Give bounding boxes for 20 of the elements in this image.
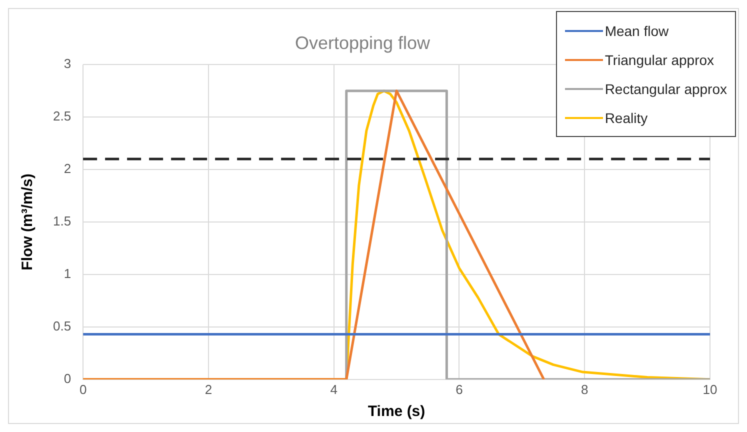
y-tick-label: 0 bbox=[64, 370, 72, 386]
y-tick-label: 2.5 bbox=[52, 108, 72, 124]
x-tick-label: 0 bbox=[79, 382, 87, 397]
y-tick-label: 3 bbox=[64, 56, 72, 72]
y-tick-label: 1 bbox=[64, 266, 72, 282]
y-tick-label: 0.5 bbox=[52, 318, 72, 334]
legend-label: Mean flow bbox=[604, 22, 669, 38]
y-axis-title: Flow (m³/m/s) bbox=[19, 174, 36, 270]
y-tick-label: 1.5 bbox=[52, 214, 72, 229]
x-axis-title: Time (s) bbox=[368, 403, 426, 420]
x-tick-label: 4 bbox=[330, 382, 338, 397]
x-tick-label: 6 bbox=[456, 382, 463, 397]
legend-label: Rectangular approx bbox=[604, 80, 727, 96]
legend-label: Reality bbox=[604, 110, 648, 126]
legend-label: Triangular approx bbox=[604, 52, 714, 68]
x-tick-label: 8 bbox=[580, 382, 588, 397]
y-tick-label: 2 bbox=[64, 161, 72, 176]
chart-title: Overtopping flow bbox=[294, 32, 432, 53]
x-tick-label: 10 bbox=[702, 382, 718, 397]
x-tick-label: 2 bbox=[204, 382, 212, 397]
